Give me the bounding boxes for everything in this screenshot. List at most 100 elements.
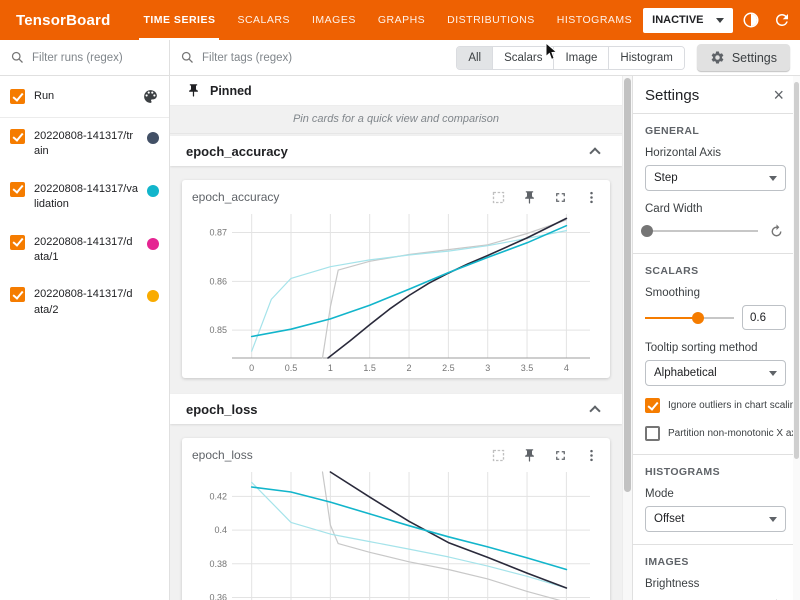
run-row-data-2[interactable]: 20220808-141317/data/2: [0, 276, 169, 329]
run-checkbox[interactable]: [10, 287, 25, 302]
smoothing-row: [645, 305, 786, 330]
cards-scroll-area: Pinned Pin cards for a quick view and co…: [170, 76, 622, 600]
ignore-outliers-checkbox[interactable]: [645, 398, 660, 413]
scrollbar-thumb[interactable]: [624, 78, 631, 492]
pin-card-button[interactable]: [520, 446, 538, 464]
tooltip-sorting-select[interactable]: Alphabetical: [645, 360, 786, 386]
smoothing-label: Smoothing: [645, 287, 786, 299]
chevron-up-icon: [589, 147, 600, 158]
filter-runs-input[interactable]: [32, 52, 159, 64]
scrollbar-thumb[interactable]: [794, 82, 799, 459]
cards-scrollbar[interactable]: [622, 76, 632, 600]
fullscreen-icon: [553, 190, 568, 205]
svg-text:4: 4: [564, 363, 569, 373]
run-color-dot: [147, 238, 159, 250]
reset-brightness-button[interactable]: [766, 596, 786, 600]
tab-histograms[interactable]: HISTOGRAMS: [546, 0, 643, 40]
app-body: Run 20220808-141317/train 20220808-14131…: [0, 40, 800, 600]
chevron-down-icon: [716, 18, 724, 23]
more-options-button[interactable]: [582, 446, 600, 464]
horizontal-axis-select[interactable]: Step: [645, 165, 786, 191]
tab-distributions[interactable]: DISTRIBUTIONS: [436, 0, 546, 40]
run-row-train[interactable]: 20220808-141317/train: [0, 118, 169, 171]
chevron-down-icon: [769, 176, 777, 181]
reload-status-select[interactable]: INACTIVE: [643, 8, 732, 33]
svg-text:0.42: 0.42: [209, 491, 227, 501]
card-toolbar: [489, 446, 600, 464]
run-label: 20220808-141317/validation: [34, 182, 138, 213]
more-options-button[interactable]: [582, 188, 600, 206]
partition-x-checkbox[interactable]: [645, 426, 660, 441]
tab-scalars[interactable]: SCALARS: [226, 0, 301, 40]
svg-text:0.38: 0.38: [209, 559, 227, 569]
refresh-button[interactable]: [769, 7, 795, 33]
histograms-heading: HISTOGRAMS: [645, 466, 786, 478]
partition-x-row[interactable]: Partition non-monotonic X axis: [645, 426, 786, 441]
svg-text:2.5: 2.5: [442, 363, 455, 373]
theme-toggle-icon: [742, 11, 760, 29]
smoothing-value-input[interactable]: [742, 305, 786, 330]
filter-tags-search: [180, 50, 448, 65]
slider-thumb[interactable]: [641, 225, 653, 237]
run-column-label: Run: [34, 89, 133, 104]
topbar-controls: INACTIVE ?: [643, 7, 800, 33]
tab-time-series[interactable]: TIME SERIES: [132, 0, 226, 40]
run-row-data-1[interactable]: 20220808-141317/data/1: [0, 224, 169, 277]
histogram-mode-select[interactable]: Offset: [645, 506, 786, 532]
reset-card-width-button[interactable]: [766, 221, 786, 241]
smoothing-slider[interactable]: [645, 311, 734, 325]
filter-runs-row: [0, 40, 169, 76]
run-checkbox[interactable]: [10, 235, 25, 250]
settings-scrollbar[interactable]: [793, 76, 800, 600]
horizontal-axis-value: Step: [654, 172, 678, 184]
status-value: INACTIVE: [652, 14, 703, 26]
run-row-validation[interactable]: 20220808-141317/validation: [0, 171, 169, 224]
brightness-label: Brightness: [645, 578, 786, 590]
chip-scalars[interactable]: Scalars: [493, 47, 554, 69]
tab-images[interactable]: IMAGES: [301, 0, 367, 40]
open-settings-button[interactable]: Settings: [697, 44, 790, 71]
theme-toggle-button[interactable]: [738, 7, 764, 33]
fit-domain-button[interactable]: [489, 446, 507, 464]
svg-text:0.87: 0.87: [209, 228, 227, 238]
run-select-all-row[interactable]: Run: [0, 76, 169, 118]
fit-domain-button[interactable]: [489, 188, 507, 206]
fullscreen-button[interactable]: [551, 446, 569, 464]
chip-image[interactable]: Image: [554, 47, 609, 69]
slider-thumb[interactable]: [692, 312, 704, 324]
run-select-all-checkbox[interactable]: [10, 89, 25, 104]
histogram-mode-value: Offset: [654, 513, 684, 525]
chip-all[interactable]: All: [457, 47, 493, 69]
section-header-epoch-loss[interactable]: epoch_loss: [170, 394, 622, 424]
run-checkbox[interactable]: [10, 129, 25, 144]
epoch-loss-chart[interactable]: 00.511.522.533.540.360.380.40.42: [194, 466, 598, 600]
run-color-dot: [147, 290, 159, 302]
card-area: epoch_loss 00.511.522.533.540.360.380.40…: [170, 424, 622, 600]
section-title: epoch_loss: [186, 402, 258, 417]
ignore-outliers-row[interactable]: Ignore outliers in chart scaling: [645, 398, 786, 413]
tab-graphs[interactable]: GRAPHS: [367, 0, 436, 40]
fullscreen-icon: [553, 448, 568, 463]
run-checkbox[interactable]: [10, 182, 25, 197]
chip-histogram[interactable]: Histogram: [609, 47, 683, 69]
svg-text:1.5: 1.5: [363, 363, 376, 373]
epoch-accuracy-chart[interactable]: 00.511.522.533.540.850.860.87: [194, 208, 598, 378]
card-toolbar: [489, 188, 600, 206]
close-settings-button[interactable]: ×: [771, 86, 786, 104]
chevron-down-icon: [769, 371, 777, 376]
fullscreen-button[interactable]: [551, 188, 569, 206]
section-header-epoch-accuracy[interactable]: epoch_accuracy: [170, 136, 622, 166]
tags-toolbar: All Scalars Image Histogram Settings: [170, 40, 800, 76]
card-width-slider[interactable]: [645, 224, 758, 238]
card-width-row: [645, 221, 786, 241]
filter-tags-input[interactable]: [202, 52, 448, 64]
lower-region: Pinned Pin cards for a quick view and co…: [170, 76, 800, 600]
pin-card-button[interactable]: [520, 188, 538, 206]
runs-sidebar: Run 20220808-141317/train 20220808-14131…: [0, 40, 170, 600]
app-logo[interactable]: TensorBoard: [16, 12, 110, 29]
run-label: 20220808-141317/data/2: [34, 287, 138, 318]
collapse-section-button[interactable]: [584, 143, 606, 159]
histogram-mode-label: Mode: [645, 488, 786, 500]
collapse-section-button[interactable]: [584, 401, 606, 417]
pin-icon: [522, 448, 537, 463]
